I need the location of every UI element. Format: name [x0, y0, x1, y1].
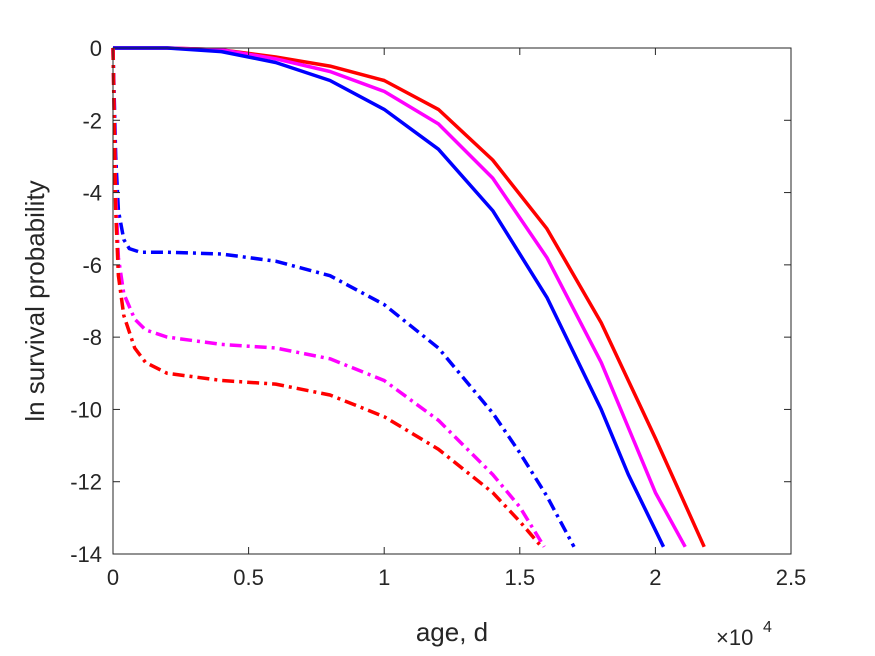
x-tick-label: 1: [378, 565, 390, 590]
y-tick-label: -14: [70, 542, 102, 567]
x-axis-label: age, d: [416, 617, 488, 647]
y-tick-label: -12: [70, 470, 102, 495]
series-line-1: [113, 46, 706, 548]
y-axis-label: ln survival probability: [20, 180, 50, 421]
series-line-3: [113, 46, 666, 548]
y-tick-label: 0: [90, 36, 102, 61]
x-tick-label: 0: [107, 565, 119, 590]
x-tick-label: 2: [649, 565, 661, 590]
x-tick-label: 1.5: [505, 565, 536, 590]
y-tick-label: -8: [82, 325, 102, 350]
x-tick-label: 0.5: [233, 565, 264, 590]
y-tick-label: -6: [82, 253, 102, 278]
ticks-layer: 0 0.5 1 1.5 2 2.5 0 -2 -4 -6 -8 -10 -12 -14: [70, 36, 806, 590]
y-tick-label: -4: [82, 181, 102, 206]
plot-frame: [112, 47, 792, 555]
x-exponent-base: ×10: [716, 625, 753, 650]
series-line-4: [111, 47, 576, 548]
series-layer: [111, 46, 706, 548]
x-exponent-power: 4: [763, 619, 772, 636]
series-line-6: [111, 47, 543, 548]
x-tick-label: 2.5: [776, 565, 807, 590]
series-line-2: [113, 46, 687, 548]
series-line-5: [111, 47, 546, 548]
y-tick-label: -10: [70, 397, 102, 422]
y-tick-label: -2: [82, 108, 102, 133]
